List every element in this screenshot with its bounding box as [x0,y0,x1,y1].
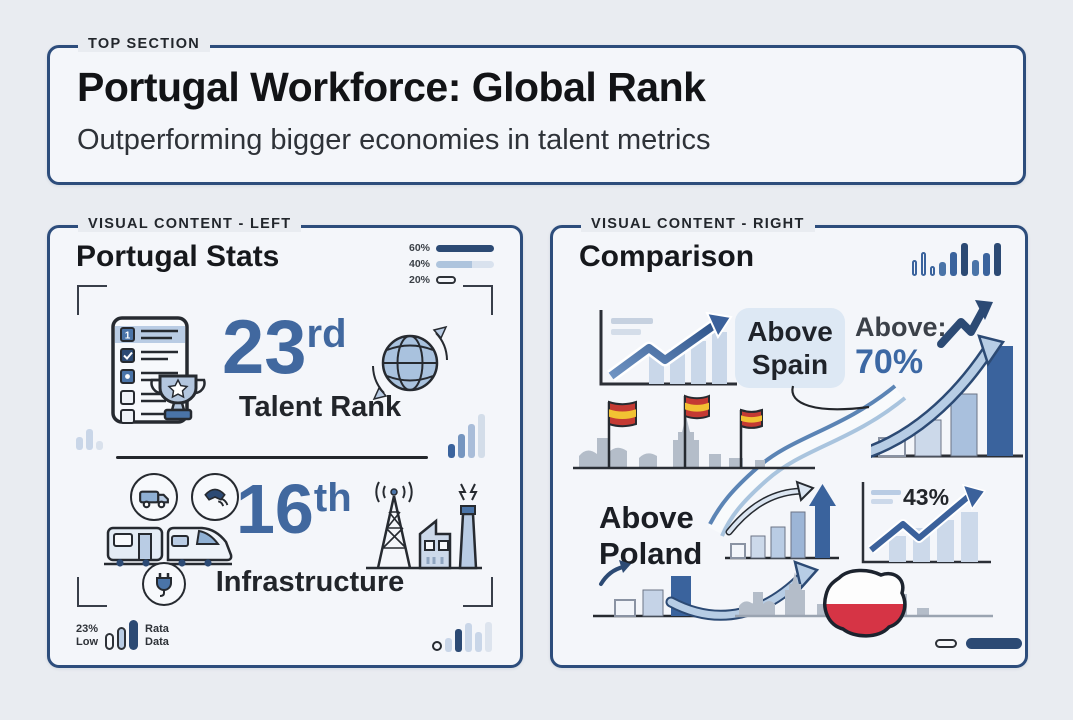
corner-bracket-icon [77,285,107,315]
dark-bar-icon [436,244,494,252]
phone-icon [204,488,229,507]
legend-label: 20% [408,274,430,286]
percent-legend: 60% 40% 20% [404,242,494,286]
badge-line1: Above [747,316,833,347]
infrastructure-caption: Infrastructure [215,566,405,598]
legend-label: 60% [408,242,430,254]
dot-icon [432,641,442,651]
footnote-left: 23% Low Rata Data [76,620,169,650]
bar-chart-icon [76,426,103,450]
outline-pill-icon [436,276,456,284]
above-poland-label: Above Poland [599,500,703,571]
stat-ordinal: rd [306,312,347,356]
above-spain-badge: Above Spain [735,308,845,388]
spain-flags-skyline-icon [573,394,815,470]
footnote-text: Rata Data [145,622,169,649]
corner-bracket-icon [463,285,493,315]
truck-icon [139,490,169,509]
page-title: Portugal Workforce: Global Rank [77,64,706,110]
plug-badge [142,562,186,606]
badge-line2: Spain [751,349,829,381]
growth-arrow-icon [937,300,993,348]
stat-number: 23 [222,305,307,390]
right-panel: VISUAL CONTENT - RIGHT Comparison [550,216,1028,668]
talent-rank-value: 23 rd [222,305,347,390]
infrastructure-rank-value: 16 th [236,470,352,548]
page-subtitle: Outperforming bigger economies in talent… [77,124,711,156]
left-panel: VISUAL CONTENT - LEFT Portugal Stats 60%… [47,216,523,668]
bar-chart-icon [448,412,485,458]
right-panel-heading: Comparison [579,240,755,273]
phone-badge [191,473,239,521]
stat-ordinal: th [313,476,352,520]
power-plug-icon [156,572,172,597]
stat-number: 16 [236,470,314,548]
svg-text:1: 1 [125,331,131,342]
trophy-icon [150,374,206,421]
radio-tower-icon [375,481,413,569]
legend-row: 60% [404,242,494,254]
ascending-bars-icon [871,334,1023,458]
right-panel-label: VISUAL CONTENT - RIGHT [581,216,815,232]
top-section-panel: TOP SECTION Portugal Workforce: Global R… [47,36,1026,185]
above-value: 70% [855,343,924,381]
globe-icon [372,325,448,401]
legend-label: 40% [408,258,430,270]
poland-metric-value: 43% [903,484,950,510]
divider-line [116,456,428,459]
left-panel-heading: Portugal Stats [76,240,280,273]
corner-bracket-icon [77,577,107,607]
top-section-label: TOP SECTION [78,36,211,52]
above-caption: Above: [855,312,947,342]
ascending-bars-arrow-icon [725,480,839,560]
talent-rank-caption: Talent Rank [238,391,402,423]
equalizer-bars-icon [912,242,1001,276]
outline-pill-icon [935,639,957,648]
legend-row: 40% [404,258,494,270]
legend-row: 20% [404,274,494,286]
percent-chart-icon [861,482,991,564]
left-panel-label: VISUAL CONTENT - LEFT [78,216,302,232]
ranking-list-icon: 1 [111,316,206,424]
footnote-text: 23% Low [76,622,99,649]
spain-flag-icon [607,394,763,468]
pill-bars-icon [105,620,139,650]
train-icon [104,526,233,567]
corner-bracket-icon [463,577,493,607]
light-bar-icon [436,260,494,268]
radio-tower-factory-icon [366,481,482,570]
truck-badge [130,473,178,521]
legend-pills-icon [935,638,1022,649]
poland-map-icon [823,568,907,638]
trend-chart-icon [599,310,737,386]
signal-bars-icon [432,620,492,652]
solid-pill-icon [966,638,1022,649]
factory-icon [418,483,478,570]
connector-line-icon [791,385,870,411]
